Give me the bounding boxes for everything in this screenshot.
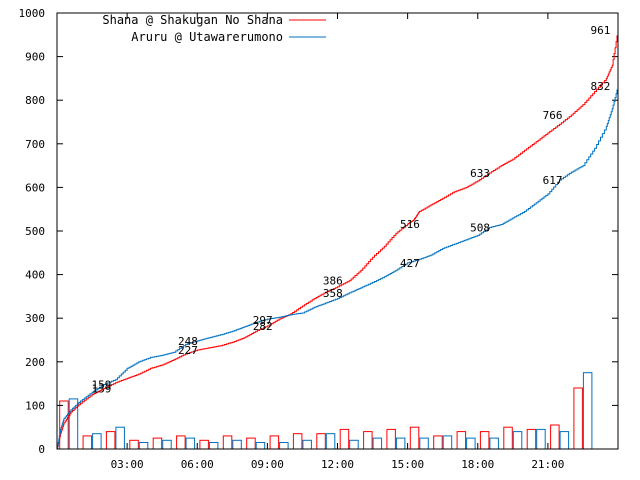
data-label: 358 — [323, 287, 343, 300]
hourly-bar-shana — [292, 433, 303, 450]
data-label: 139 — [91, 382, 111, 395]
cumulative-line-shana — [57, 30, 619, 450]
hourly-bar-shana — [269, 435, 280, 450]
x-tick-label: 15:00 — [391, 458, 424, 471]
cumulative-line-aruru — [57, 86, 619, 450]
hourly-bar-aruru — [185, 437, 196, 450]
hourly-bar-shana — [199, 439, 209, 450]
hourly-bar-aruru — [466, 437, 476, 450]
hourly-bar-shana — [105, 431, 116, 450]
y-tick-label: 100 — [25, 399, 45, 412]
data-label: 766 — [543, 109, 563, 122]
hourly-bar-aruru — [138, 442, 149, 450]
hourly-bar-aruru — [419, 437, 429, 450]
y-tick-label: 700 — [25, 138, 45, 151]
hourly-bar-shana — [550, 424, 560, 450]
hourly-bar-shana — [573, 387, 583, 450]
data-label: 282 — [253, 320, 273, 333]
hourly-bar-aruru — [232, 439, 242, 450]
hourly-bar-shana — [526, 428, 537, 450]
y-tick-label: 900 — [25, 51, 45, 64]
data-label: 386 — [323, 275, 343, 288]
hourly-bar-aruru — [208, 442, 219, 450]
data-label: 227 — [178, 344, 198, 357]
hourly-bar-shana — [152, 437, 163, 450]
hourly-bar-shana — [129, 439, 139, 450]
hourly-bar-aruru — [255, 442, 266, 450]
hourly-bar-aruru — [489, 437, 499, 450]
data-label: 832 — [591, 80, 611, 93]
y-tick-label: 1000 — [19, 7, 46, 20]
y-tick-label: 200 — [25, 356, 45, 369]
y-tick-label: 400 — [25, 269, 45, 282]
hourly-bar-aruru — [92, 433, 102, 450]
y-tick-label: 800 — [25, 94, 45, 107]
x-tick-label: 03:00 — [111, 458, 144, 471]
hourly-bar-aruru — [302, 439, 312, 450]
hourly-bar-aruru — [68, 398, 79, 450]
legend: Shana @ Shakugan No Shana Aruru @ Utawar… — [102, 13, 326, 44]
plot-frame — [56, 12, 619, 450]
hourly-bar-aruru — [349, 439, 359, 450]
hourly-bar-aruru — [442, 435, 453, 450]
data-label: 617 — [543, 174, 563, 187]
hourly-bar-shana — [82, 435, 93, 450]
hourly-bar-shana — [503, 426, 513, 450]
hourly-bar-shana — [222, 435, 233, 450]
hourly-bar-aruru — [395, 437, 406, 450]
hourly-bar-shana — [433, 435, 443, 450]
hourly-bar-shana — [456, 431, 467, 450]
y-tick-label: 600 — [25, 181, 45, 194]
hourly-bars — [59, 372, 593, 450]
tick-labels: 0 100 200 300 400 500 600 700 800 900 1000 03:00 06:… — [19, 7, 565, 471]
hourly-bar-shana — [363, 431, 373, 450]
cumulative-lines — [57, 30, 619, 450]
hourly-bar-aruru — [162, 439, 172, 450]
hourly-bar-shana — [339, 428, 350, 450]
hourly-bar-shana — [176, 435, 186, 450]
hourly-bar-shana — [409, 426, 420, 450]
hourly-bar-aruru — [279, 442, 289, 450]
data-label: 508 — [470, 222, 490, 235]
hourly-bar-shana — [479, 431, 490, 450]
data-label: 961 — [591, 24, 611, 37]
hourly-bar-shana — [246, 437, 256, 450]
hourly-bar-aruru — [536, 428, 546, 450]
hourly-bar-aruru — [582, 372, 593, 450]
data-label: 248 — [178, 335, 198, 348]
data-label: 297 — [253, 314, 273, 327]
x-tick-label: 12:00 — [321, 458, 354, 471]
x-tick-label: 21:00 — [531, 458, 564, 471]
y-tick-label: 300 — [25, 312, 45, 325]
y-tick-label: 0 — [38, 443, 45, 456]
data-label: 516 — [400, 218, 420, 231]
x-tick-label: 18:00 — [461, 458, 494, 471]
hourly-bar-aruru — [372, 437, 383, 450]
hourly-bar-shana — [386, 428, 396, 450]
hourly-bar-shana — [316, 433, 326, 450]
axis-ticks — [57, 12, 618, 450]
y-tick-label: 500 — [25, 225, 45, 238]
legend-label-aruru: Aruru @ Utawarerumono — [131, 30, 283, 44]
x-tick-label: 09:00 — [251, 458, 284, 471]
hourly-bar-aruru — [325, 433, 336, 450]
hourly-bar-aruru — [115, 426, 125, 450]
hourly-bar-aruru — [559, 431, 570, 450]
hourly-bar-aruru — [512, 431, 523, 450]
data-label: 427 — [400, 257, 420, 270]
legend-label-shana: Shana @ Shakugan No Shana — [102, 13, 283, 27]
x-tick-label: 06:00 — [181, 458, 214, 471]
data-label: 159 — [91, 378, 111, 391]
data-label: 633 — [470, 167, 490, 180]
